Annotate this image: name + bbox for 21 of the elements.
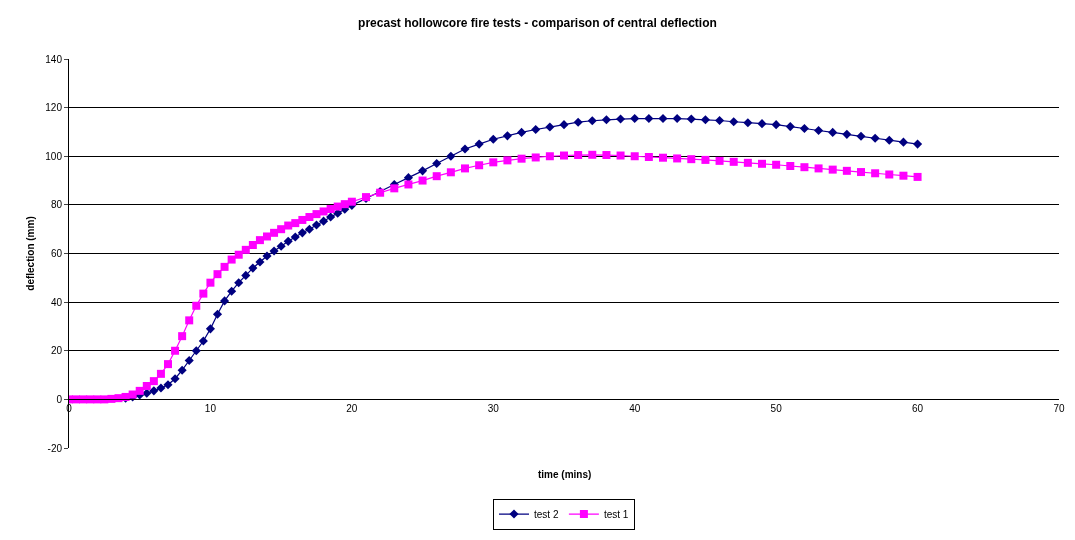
y-tick-label: 60 — [50, 248, 63, 259]
y-tick-label: -20 — [47, 442, 63, 454]
legend-label: test 2 — [534, 508, 559, 520]
x-axis-title: time (mins) — [538, 469, 592, 480]
y-tick-label: 0 — [56, 393, 63, 405]
x-tick-label: 30 — [487, 403, 500, 415]
x-tick-label: 20 — [346, 403, 358, 415]
y-tick-label: 100 — [45, 150, 63, 162]
x-tick-label: 60 — [912, 403, 924, 415]
y-tick-label: 20 — [50, 345, 63, 357]
x-tick-label: 40 — [629, 403, 641, 415]
x-tick-label: 10 — [204, 403, 217, 415]
y-tick-label: 120 — [45, 102, 63, 114]
chart-title: precast hollowcore fire tests - comparison of central deflection — [358, 16, 717, 31]
y-tick-label: 40 — [50, 296, 63, 308]
y-tick-label: 80 — [50, 199, 63, 211]
x-tick-label: 50 — [770, 403, 783, 415]
y-axis-title: deflection (mm) — [25, 216, 37, 291]
y-tick-label: 140 — [45, 53, 63, 65]
x-tick-label: 70 — [1053, 403, 1065, 415]
legend-label: test 1 — [603, 508, 629, 520]
